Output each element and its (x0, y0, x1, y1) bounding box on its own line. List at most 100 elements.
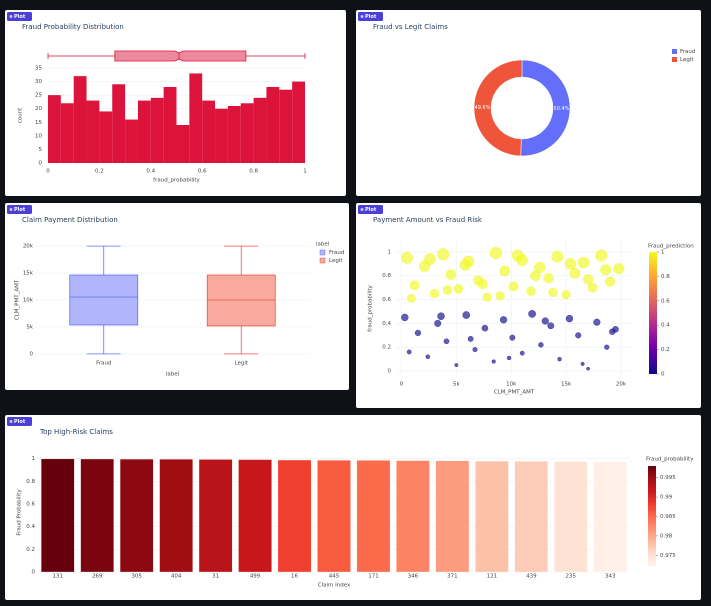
x-tick-label: Fraud (96, 361, 111, 367)
scatter-point (472, 347, 478, 353)
plot-badge: Plot (365, 14, 377, 20)
x-tick-label: 0.2 (95, 169, 104, 175)
x-tick-label: 346 (408, 574, 419, 580)
scatter-point (605, 276, 616, 287)
y-tick-label: 0.6 (26, 502, 35, 508)
y-tick-label: 0 (30, 351, 34, 357)
scatter-point (511, 249, 524, 262)
legend-label: Legit (329, 258, 343, 264)
colorbar-tick-label: 0 (661, 372, 665, 378)
plot-badge-icon (9, 420, 13, 423)
plot-badge-bg (7, 205, 32, 214)
legend-swatch (672, 57, 677, 62)
scatter-point (593, 318, 601, 326)
legend-label: Fraud (680, 49, 695, 55)
scatter-point (600, 264, 612, 276)
scatter-point (499, 265, 511, 277)
slice-label: 49.6% (475, 105, 491, 111)
x-tick-label: 499 (250, 574, 261, 580)
y-tick-label: 5k (26, 324, 33, 330)
chart-title: Fraud Probability Distribution (22, 23, 124, 31)
plot-badge-bg (358, 12, 383, 21)
plot-badge-icon (360, 15, 364, 18)
scatter-point (595, 249, 608, 262)
x-tick-label: 171 (368, 574, 379, 580)
scatter-point (437, 248, 450, 261)
slice-label: 50.4% (554, 106, 570, 112)
y-tick-label: 10k (23, 298, 34, 304)
bar (198, 459, 233, 573)
y-tick-label: 20k (23, 244, 34, 250)
scatter-point (437, 312, 445, 320)
colorbar-tick-label: 1 (661, 250, 665, 256)
histogram-bar (292, 81, 305, 163)
bar (475, 461, 509, 573)
scatter-point (528, 310, 536, 318)
colorbar-title: Fraud_probability (646, 457, 694, 463)
bar (593, 461, 627, 573)
legend-swatch (319, 257, 326, 264)
y-tick-label: 5 (39, 147, 43, 153)
x-tick-label: 0.6 (198, 169, 207, 175)
y-tick-label: 15 (35, 120, 42, 126)
x-tick-label: 0 (400, 382, 404, 388)
y-tick-label: 0.8 (26, 479, 35, 485)
scatter-point (569, 268, 581, 279)
y-tick-label: 10 (35, 133, 42, 139)
colorbar (649, 252, 657, 374)
histogram-bar (215, 108, 228, 163)
histogram-bar (137, 100, 151, 163)
donut-slice (473, 59, 523, 157)
bar (317, 460, 351, 573)
scatter-point (467, 336, 474, 342)
y-tick-label: 0 (39, 161, 43, 167)
box-body (69, 274, 139, 326)
x-tick-label: 10k (506, 382, 517, 388)
x-tick-label: 20k (616, 382, 627, 388)
scatter-point (406, 349, 412, 355)
y-axis-label: fraud_probability (368, 284, 374, 331)
histogram-bar (73, 76, 87, 163)
x-tick-label: 121 (487, 574, 498, 580)
scatter-point (543, 272, 554, 284)
x-tick-label: 404 (171, 574, 182, 580)
plot-badge-icon (9, 15, 13, 18)
scatter-point (462, 311, 471, 319)
legend-label: Fraud (329, 250, 344, 256)
scatter-point (534, 261, 546, 273)
scatter-point (541, 317, 549, 325)
scatter-point (580, 361, 585, 366)
legend-swatch (319, 249, 326, 256)
scatter-point (547, 322, 555, 330)
colorbar-tick-label: 0.98 (660, 533, 673, 539)
histogram-bar (176, 125, 190, 163)
colorbar-tick-label: 0.4 (661, 323, 670, 329)
scatter-point (443, 338, 450, 345)
bar (159, 459, 193, 573)
legend-title: label (316, 242, 330, 248)
scatter-point (414, 329, 422, 337)
y-tick-label: 1 (388, 249, 392, 255)
scatter-point (557, 357, 562, 362)
histogram-bar (253, 97, 267, 163)
scatter-point (459, 259, 471, 271)
x-tick-label: 0 (46, 169, 50, 175)
x-tick-label: 16 (291, 574, 298, 580)
scatter-point (401, 251, 413, 264)
histogram-bar (240, 103, 254, 163)
scatter-point (582, 274, 594, 285)
scatter-point (586, 366, 590, 371)
y-axis-label: count (18, 107, 24, 123)
scatter-point (548, 287, 558, 298)
bar (277, 459, 312, 573)
colorbar-tick-label: 0.975 (660, 553, 676, 559)
scatter-point (509, 334, 516, 341)
histogram-bar (99, 111, 113, 163)
y-tick-label: 0.4 (382, 321, 391, 327)
x-tick-label: 131 (52, 574, 63, 580)
scatter-point (401, 313, 409, 322)
scatter-point (561, 290, 571, 300)
histogram-bar (189, 73, 203, 163)
plot-badge-bg (7, 417, 32, 426)
plot-badge: Plot (365, 207, 377, 213)
